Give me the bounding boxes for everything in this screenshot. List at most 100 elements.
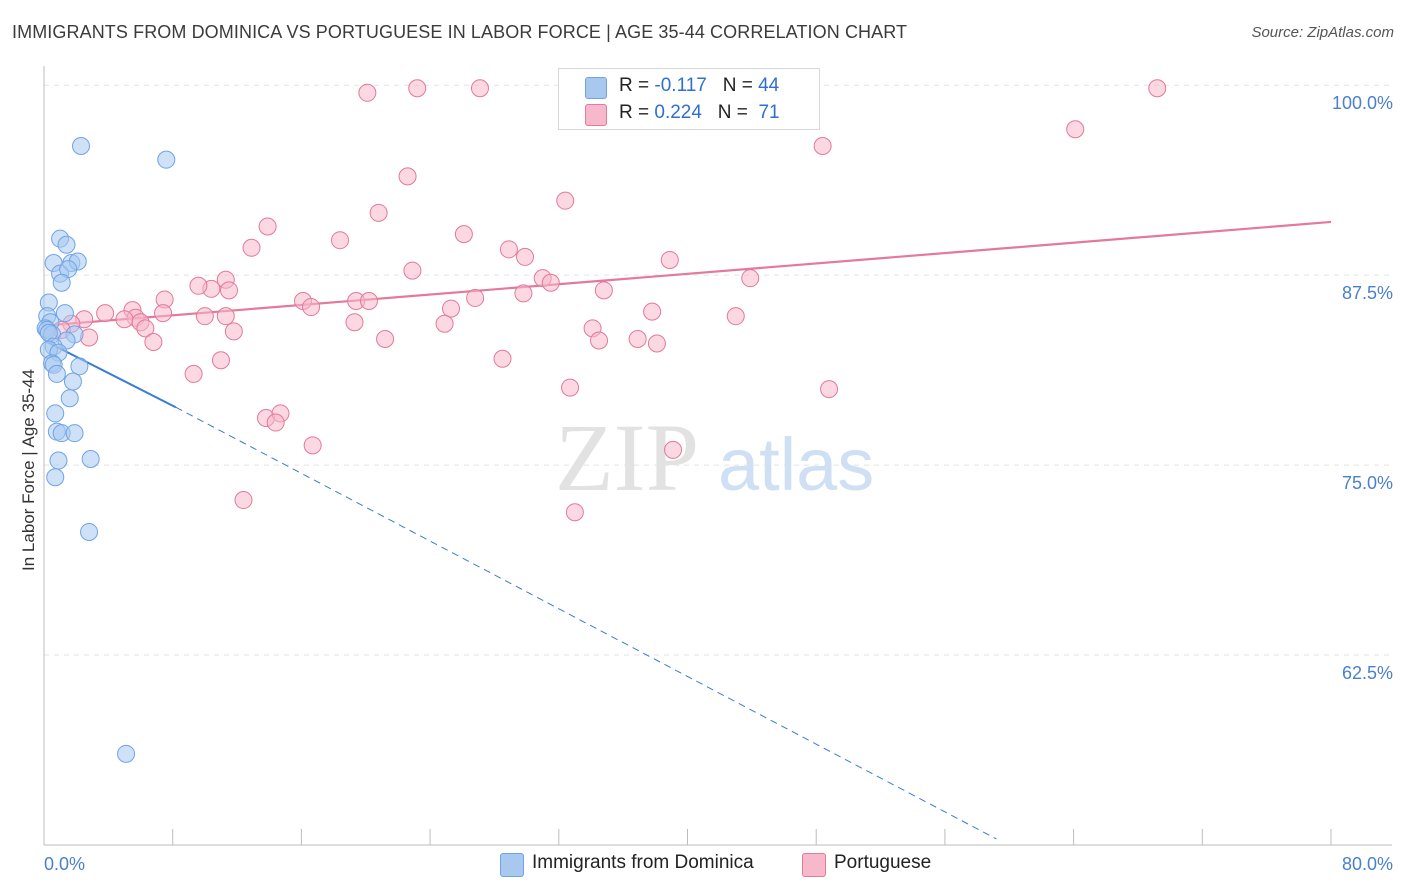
data-point-portuguese [435, 314, 454, 333]
bottom-legend-label-dominica: Immigrants from Dominica [532, 852, 754, 873]
trend-lines [46, 220, 1332, 840]
bottom-legend-swatch-dominica [500, 853, 524, 877]
gridlines [44, 84, 1392, 656]
data-point-dominica [70, 357, 89, 376]
data-point-portuguese [514, 284, 533, 303]
data-point-portuguese [234, 491, 253, 510]
data-point-portuguese [345, 313, 364, 332]
data-point-portuguese [561, 378, 580, 397]
data-point-dominica [57, 235, 76, 254]
data-point-dominica [46, 404, 65, 423]
data-point-portuguese [541, 273, 560, 292]
trend-line-dominica [46, 341, 177, 409]
data-point-portuguese [115, 310, 134, 329]
data-point-portuguese [516, 247, 535, 266]
data-point-portuguese [144, 333, 163, 352]
x-tick-label: 0.0% [44, 854, 85, 874]
legend-r-value: 0.224 [654, 102, 702, 123]
data-point-portuguese [813, 136, 832, 155]
data-point-portuguese [266, 413, 285, 432]
y-tick-label: 87.5% [1342, 283, 1393, 303]
data-point-portuguese [408, 79, 427, 98]
data-point-portuguese [403, 261, 422, 280]
data-point-dominica [46, 468, 65, 487]
data-point-portuguese [80, 328, 99, 347]
watermark-atlas: atlas [718, 423, 874, 506]
legend-r-value: -0.117 [654, 75, 707, 96]
bottom-legend-swatch-portuguese [802, 853, 826, 877]
data-point-portuguese [820, 380, 839, 399]
trend-line-dominica-dashed [175, 406, 997, 840]
data-point-portuguese [628, 329, 647, 348]
legend-n-label: N = [722, 75, 753, 96]
trend-line-portuguese [48, 220, 1332, 327]
legend-n-value: 44 [758, 75, 780, 96]
data-point-dominica [117, 744, 136, 763]
bottom-legend-label-portuguese: Portuguese [834, 852, 932, 873]
data-point-dominica [157, 150, 176, 169]
data-point-portuguese [643, 302, 662, 321]
chart-title: IMMIGRANTS FROM DOMINICA VS PORTUGUESE I… [12, 22, 908, 42]
data-point-portuguese [220, 281, 239, 300]
data-point-portuguese [493, 349, 512, 368]
data-point-portuguese [189, 276, 208, 295]
legend-r-label: R = [619, 102, 650, 123]
data-point-portuguese [664, 440, 683, 459]
data-point-portuguese [376, 329, 395, 348]
y-axis-label: In Labor Force | Age 35-44 [19, 369, 38, 571]
data-point-portuguese [454, 225, 473, 244]
data-point-portuguese [258, 217, 277, 236]
legend: R = -0.117 N = 44 R = 0.224 N = 71 [558, 68, 820, 130]
data-point-portuguese [211, 351, 230, 370]
data-point-portuguese [331, 231, 350, 250]
data-point-portuguese [359, 291, 378, 310]
data-point-portuguese [195, 307, 214, 326]
data-point-portuguese [184, 364, 203, 383]
data-point-portuguese [590, 331, 609, 350]
y-tick-label: 62.5% [1342, 663, 1393, 683]
data-point-portuguese [466, 288, 485, 307]
data-point-portuguese [96, 304, 115, 323]
data-point-portuguese [470, 79, 489, 98]
y-tick-label: 100.0% [1332, 93, 1393, 113]
data-point-dominica [49, 451, 68, 470]
data-points [36, 79, 1167, 763]
data-point-dominica [65, 424, 84, 443]
data-point-portuguese [660, 250, 679, 269]
data-point-portuguese [369, 203, 388, 222]
data-point-portuguese [1148, 79, 1167, 98]
legend-swatch-dominica [585, 77, 607, 99]
data-point-portuguese [442, 299, 461, 318]
data-point-dominica [72, 136, 91, 155]
watermark: ZIP atlas [555, 404, 874, 511]
data-point-portuguese [302, 298, 321, 317]
data-point-dominica [63, 372, 82, 391]
data-point-portuguese [242, 238, 261, 257]
legend-swatch-portuguese [585, 104, 607, 126]
data-point-dominica [80, 522, 99, 541]
y-tick-label: 75.0% [1342, 473, 1393, 493]
data-point-dominica [52, 273, 71, 292]
data-point-portuguese [303, 436, 322, 455]
x-tick-label: 80.0% [1342, 854, 1393, 874]
axes [43, 66, 1392, 846]
data-point-portuguese [741, 269, 760, 288]
legend-n-label: N = [717, 102, 748, 123]
data-point-portuguese [154, 304, 173, 323]
data-point-portuguese [647, 334, 666, 353]
data-point-portuguese [1066, 120, 1085, 139]
legend-r-label: R = [619, 75, 650, 96]
data-point-dominica [81, 450, 100, 469]
legend-n-value: 71 [758, 102, 780, 123]
source-label: Source: ZipAtlas.com [1251, 24, 1394, 41]
axis-labels: 62.5% 75.0% 87.5% 100.0% 0.0% 80.0% [44, 93, 1393, 874]
data-point-portuguese [358, 83, 377, 102]
data-point-portuguese [565, 503, 584, 522]
data-point-portuguese [224, 322, 243, 341]
data-point-portuguese [594, 281, 613, 300]
data-point-portuguese [499, 240, 518, 259]
data-point-portuguese [136, 319, 155, 338]
data-point-portuguese [726, 307, 745, 326]
data-point-portuguese [556, 191, 575, 210]
